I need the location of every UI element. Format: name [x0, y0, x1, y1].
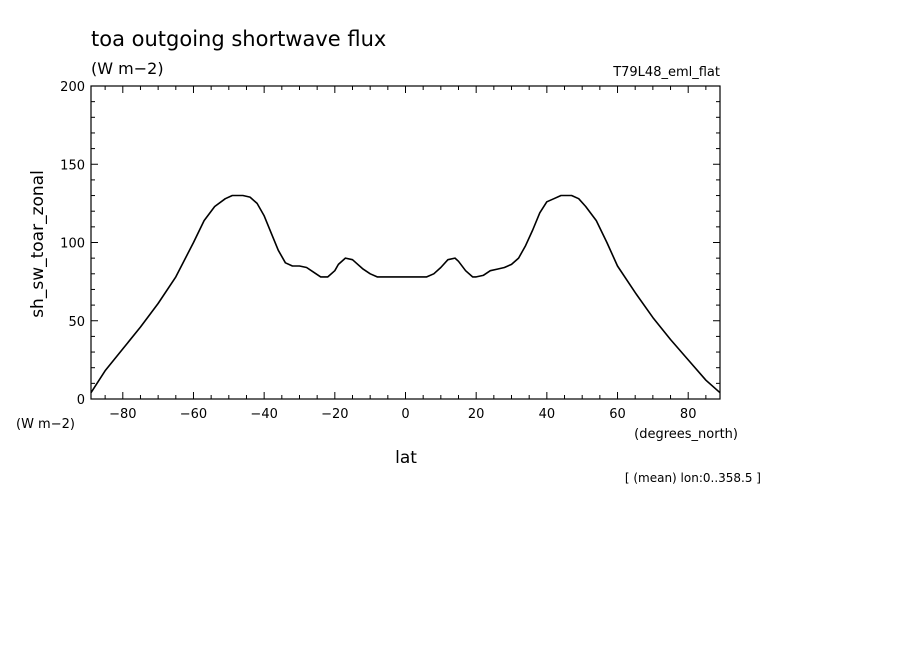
y-tick-label: 0 [77, 393, 85, 408]
x-tick-label: 60 [609, 407, 626, 422]
tick-labels: −80 −60 −40 −20 0 20 40 60 80 0 50 100 150 200 [60, 80, 696, 422]
x-tick-label: −20 [321, 407, 348, 422]
y-tick-label: 100 [60, 237, 85, 252]
x-tick-label: 0 [401, 407, 409, 422]
x-tick-label: −40 [250, 407, 277, 422]
x-tick-label: 80 [680, 407, 697, 422]
y-tick-label: 150 [60, 158, 85, 173]
chart-units: (W m−2) [91, 59, 164, 78]
axis-ticks [91, 85, 720, 400]
mean-note: [ (mean) lon:0..358.5 ] [625, 471, 761, 485]
x-axis-label: lat [395, 448, 417, 468]
plot-frame [90, 85, 721, 400]
y-tick-label: 50 [68, 315, 85, 330]
y-axis-label: sh_sw_toar_zonal [28, 170, 48, 318]
series-line [90, 194, 721, 394]
chart-title: toa outgoing shortwave flux [91, 27, 386, 51]
x-tick-label: 40 [539, 407, 556, 422]
x-tick-label: 20 [468, 407, 485, 422]
y-tick-label: 200 [60, 80, 85, 95]
y-units-label: (W m−2) [16, 417, 75, 432]
x-tick-label: −80 [109, 407, 136, 422]
x-tick-label: −60 [180, 407, 207, 422]
x-units-label: (degrees_north) [634, 427, 738, 442]
dataset-label: T79L48_eml_flat [612, 65, 720, 80]
